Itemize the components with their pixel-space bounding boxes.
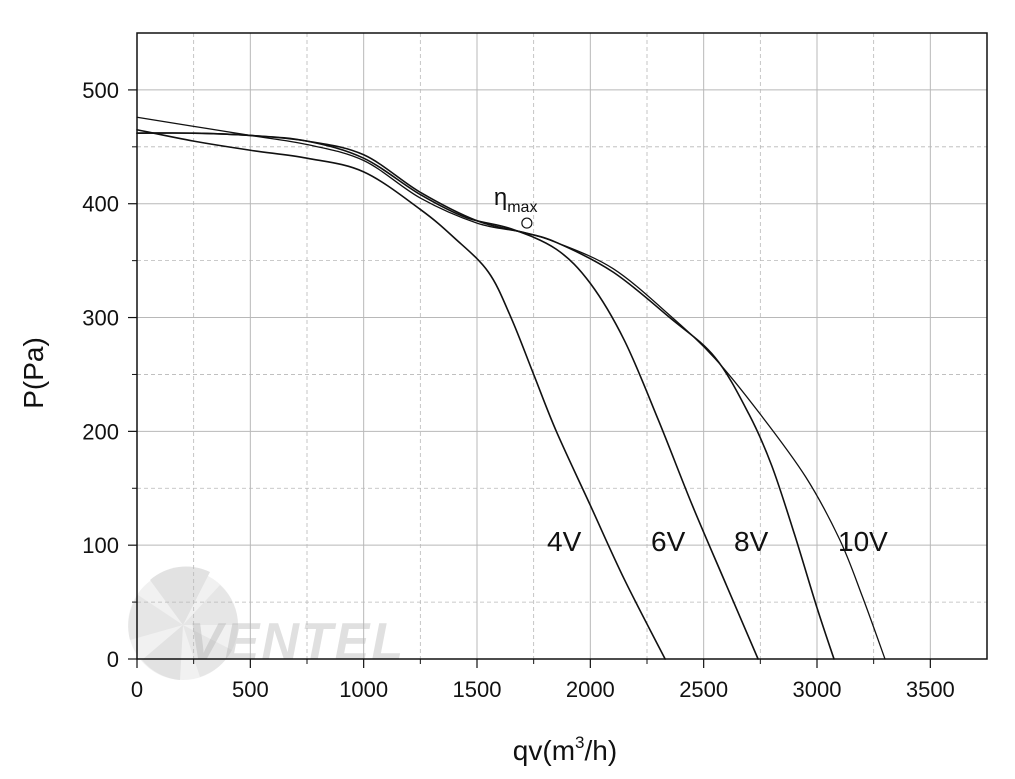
eta-max-label: ηmax [494,184,538,216]
x-tick-label: 2000 [566,677,615,702]
curve-label-10v: 10V [838,526,888,557]
x-tick-label: 1000 [339,677,388,702]
x-tick-label: 2500 [679,677,728,702]
y-tick-label: 200 [82,419,119,444]
x-axis-title-superscript: 3 [575,733,584,752]
y-tick-label: 100 [82,533,119,558]
series-line-8v [136,132,835,660]
grid [137,33,987,659]
series-line-10v [136,116,886,660]
x-axis-title: qv(m3/h) [513,733,617,766]
y-tick-label: 0 [107,647,119,672]
y-tick-label: 400 [82,192,119,217]
eta-max-annotation: ηmax [494,184,538,229]
x-tick-label: 500 [232,677,269,702]
curve-label-4v: 4V [547,526,582,557]
ticks: 0 500 1000 1500 2000 2500 3000 3500 0 100 200 300 40… [82,78,955,702]
fan-logo-icon [128,566,238,680]
x-tick-label: 3500 [906,677,955,702]
eta-max-marker [521,217,533,229]
x-tick-label: 3000 [793,677,842,702]
y-axis-title: P(Pa) [18,337,49,409]
watermark-text: VENTEL [188,613,405,671]
x-tick-label: 1500 [453,677,502,702]
curve-label-6v: 6V [651,526,686,557]
eta-symbol: η [494,184,507,211]
series-line-4v [136,128,666,660]
eta-subscript: max [507,199,537,216]
y-tick-label: 500 [82,78,119,103]
plot-frame [136,32,988,660]
x-axis-title-main: qv(m [513,735,575,766]
x-axis-title-suffix: /h) [585,735,618,766]
watermark: VENTEL [128,566,405,680]
curve-label-8v: 8V [734,526,769,557]
y-tick-label: 300 [82,306,119,331]
x-tick-label: 0 [131,677,143,702]
curves [136,116,886,660]
